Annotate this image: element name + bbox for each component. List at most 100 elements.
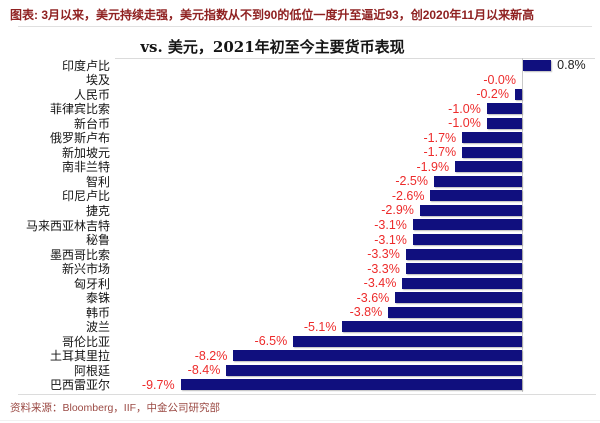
- category-label: 秘鲁: [85, 233, 110, 248]
- chart-row: 新台币 -1.0%: [0, 116, 600, 131]
- bar: [412, 234, 522, 245]
- value-label: -3.6%: [356, 290, 390, 305]
- chart-row: 哥伦比亚 -6.5%: [0, 334, 600, 349]
- chart-row: 波兰 -5.1%: [0, 319, 600, 334]
- chart-title: vs. 美元，2021年初至今主要货币表现: [140, 38, 405, 56]
- value-label: -3.1%: [374, 217, 407, 232]
- value-label: -0.2%: [476, 87, 509, 102]
- bar: [434, 175, 522, 187]
- chart-row: 匈牙利 -3.4%: [0, 276, 600, 291]
- category-label: 波兰: [85, 320, 110, 335]
- chart-row: 南非兰特 -1.9%: [0, 159, 600, 175]
- footer-divider: [18, 394, 596, 395]
- category-label: 匈牙利: [73, 276, 110, 291]
- chart-row: 秘鲁 -3.1%: [0, 232, 600, 247]
- category-label: 哥伦比亚: [61, 334, 110, 349]
- bar: [486, 117, 522, 129]
- chart-row: 智利 -2.5%: [0, 174, 600, 189]
- category-label: 墨西哥比索: [49, 247, 110, 262]
- value-label: 0.8%: [557, 58, 586, 73]
- chart-row: 人民币 -0.2%: [0, 87, 600, 102]
- chart-row: 韩币 -3.8%: [0, 305, 600, 320]
- category-label: 新加坡元: [61, 145, 110, 160]
- chart-row: 泰铢 -3.6%: [0, 290, 600, 305]
- category-label: 智利: [85, 174, 110, 189]
- bar: [523, 59, 552, 71]
- bar: [395, 292, 522, 304]
- category-label: 泰铢: [85, 291, 110, 306]
- category-label: 俄罗斯卢布: [49, 131, 110, 146]
- chart-row: 新加坡元 -1.7%: [0, 145, 600, 160]
- category-label: 印尼卢比: [61, 189, 110, 204]
- category-label: 马来西亚林吉特: [25, 218, 110, 233]
- value-label: -2.9%: [381, 203, 414, 218]
- category-label: 埃及: [85, 73, 110, 88]
- bar: [405, 248, 522, 260]
- source-note: 资料来源：Bloomberg，IIF，中金公司研究部: [10, 402, 221, 414]
- bar: [412, 219, 522, 231]
- chart-row: 巴西雷亚尔 -9.7%: [0, 377, 600, 392]
- value-label: -1.7%: [423, 145, 457, 160]
- chart-row: 印度卢比 0.8%: [0, 58, 600, 73]
- bar: [455, 161, 522, 173]
- zero-axis-line: [522, 58, 523, 392]
- value-label: -1.7%: [423, 130, 457, 145]
- bar: [419, 204, 522, 216]
- chart-row: 俄罗斯卢布 -1.7%: [0, 130, 600, 146]
- chart-row: 印尼卢比 -2.6%: [0, 188, 600, 204]
- bar: [486, 103, 522, 115]
- value-label: -3.1%: [374, 232, 407, 247]
- value-label: -1.0%: [448, 101, 481, 116]
- chart-row: 新兴市场 -3.3%: [0, 261, 600, 276]
- bar: [430, 190, 522, 202]
- bar: [462, 146, 522, 158]
- category-label: 菲律宾比索: [49, 102, 110, 117]
- chart-row: 捷克 -2.9%: [0, 203, 600, 218]
- category-label: 印度卢比: [61, 58, 110, 73]
- category-label: 人民币: [73, 87, 110, 102]
- value-label: -5.1%: [303, 319, 337, 334]
- bar: [402, 277, 522, 289]
- chart-row: 马来西亚林吉特 -3.1%: [0, 218, 600, 233]
- bar: [388, 306, 522, 318]
- category-label: 土耳其里拉: [49, 349, 110, 364]
- chart-row: 墨西哥比索 -3.3%: [0, 247, 600, 262]
- value-label: -6.5%: [254, 334, 288, 349]
- bar: [180, 379, 522, 391]
- caption-divider: [18, 26, 592, 27]
- value-label: -1.0%: [448, 116, 481, 131]
- bar-chart: 印度卢比 0.8% 埃及 -0.0% 人民币 -0.2% 菲律宾比索 -1.0% 新台币 -1.0…: [0, 58, 600, 392]
- value-label: -2.6%: [391, 188, 425, 203]
- bar: [514, 88, 522, 100]
- category-label: 巴西雷亚尔: [49, 378, 110, 393]
- value-label: -2.5%: [395, 174, 428, 189]
- bottom-divider: [0, 420, 600, 421]
- value-label: -3.4%: [363, 276, 397, 291]
- bar: [293, 335, 522, 347]
- value-label: -1.9%: [416, 159, 450, 174]
- category-label: 阿根廷: [73, 363, 110, 378]
- bar: [342, 321, 522, 333]
- chart-row: 埃及 -0.0%: [0, 73, 600, 88]
- value-label: -8.2%: [194, 348, 228, 363]
- bar: [233, 350, 522, 362]
- category-label: 南非兰特: [61, 160, 110, 175]
- chart-row: 菲律宾比索 -1.0%: [0, 101, 600, 117]
- value-label: -3.8%: [349, 305, 383, 320]
- category-label: 捷克: [85, 203, 110, 218]
- bar: [462, 132, 522, 144]
- chart-row: 阿根廷 -8.4%: [0, 363, 600, 378]
- value-label: -9.7%: [141, 377, 175, 392]
- category-label: 新兴市场: [61, 262, 110, 277]
- value-label: -3.3%: [367, 247, 400, 262]
- chart-caption: 图表: 3月以来，美元持续走强，美元指数从不到90的低位一度升至逼近93，创20…: [10, 8, 535, 22]
- value-label: -3.3%: [367, 261, 400, 276]
- bar: [226, 364, 522, 376]
- category-label: 新台币: [73, 116, 110, 131]
- plot-top-border: [115, 58, 595, 59]
- value-label: -0.0%: [483, 72, 516, 87]
- chart-row: 土耳其里拉 -8.2%: [0, 348, 600, 363]
- bar: [405, 263, 522, 275]
- category-label: 韩币: [85, 305, 110, 320]
